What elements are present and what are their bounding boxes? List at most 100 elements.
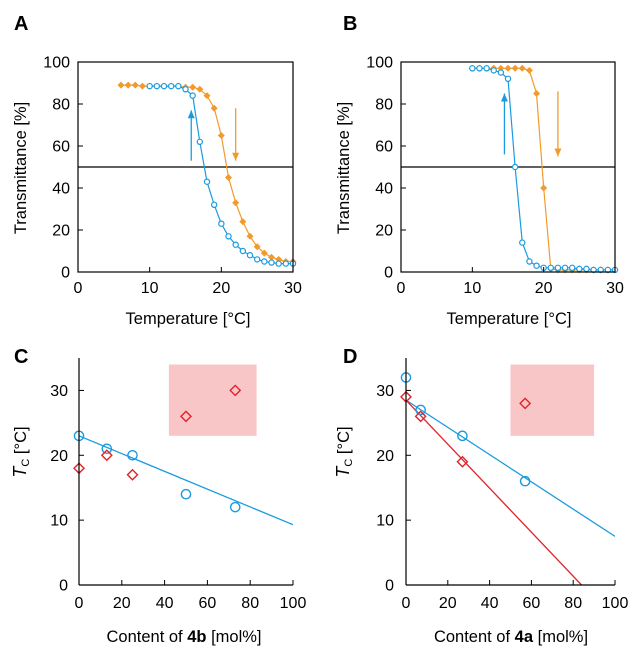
x-tick-label: 30 [284, 280, 302, 297]
data-point-orange [525, 66, 533, 74]
data-point-orange [224, 173, 233, 182]
data-point-blue [569, 264, 576, 271]
data-point-blue [476, 65, 483, 72]
data-point-blue [275, 260, 282, 267]
series-line-orange [472, 67, 615, 271]
x-tick-label: 20 [535, 280, 553, 297]
data-point-red [126, 468, 139, 481]
plot-frame [400, 61, 616, 273]
data-point-blue [253, 256, 261, 263]
x-tick-label: 20 [439, 595, 457, 612]
x-tick-label: 0 [402, 595, 411, 612]
x-tick-label: 0 [75, 595, 84, 612]
y-axis-label-subscript: C [20, 459, 32, 467]
data-point-orange [504, 64, 512, 72]
arrow-head-up [500, 93, 508, 102]
x-axis-label: Temperature [°C] [447, 310, 572, 328]
y-tick-label: 60 [52, 139, 70, 156]
data-point-blue [218, 220, 225, 227]
y-axis-label: Transmittance [%] [12, 102, 30, 234]
data-point-blue [210, 201, 218, 208]
data-point-blue [167, 82, 175, 90]
data-point-blue [225, 233, 232, 240]
data-point-red [180, 410, 192, 423]
x-tick-label: 40 [156, 595, 174, 612]
y-axis-label-unit: [°C] [335, 426, 353, 458]
data-point-blue [182, 86, 189, 93]
x-tick-label: 30 [606, 280, 624, 297]
data-point-orange [124, 81, 132, 89]
panel-b: B 0 10 20 30 0 20 40 60 80 100 Temperature [°C] Tran… [335, 13, 624, 328]
y-tick-label: 10 [376, 513, 394, 530]
data-point-blue [483, 65, 490, 72]
arrow-head-up [187, 110, 195, 119]
data-point-orange [217, 131, 225, 140]
data-point-blue [504, 75, 512, 83]
y-tick-label: 20 [52, 223, 70, 240]
data-point-blue [175, 82, 182, 90]
y-tick-label: 20 [375, 223, 393, 240]
y-tick-label: 10 [50, 513, 68, 530]
y-tick-label: 0 [61, 265, 70, 282]
data-point-orange [210, 104, 218, 112]
x-axis-label-part: Content of [434, 628, 515, 646]
plot-frame [77, 61, 294, 273]
data-point-blue [554, 264, 562, 271]
x-axis-label: Temperature [°C] [126, 310, 251, 328]
series-line-orange [121, 84, 293, 263]
data-point-blue [146, 82, 153, 90]
data-point-orange [232, 199, 240, 207]
panel-d: D 0 20 40 60 80 100 0 10 20 30 Content of 4a [mol%]… [333, 346, 628, 646]
data-point-orange [253, 243, 261, 251]
data-point-blue [180, 488, 192, 500]
x-tick-label: 10 [141, 280, 159, 297]
y-tick-label: 100 [43, 55, 70, 72]
data-point-blue [203, 178, 211, 185]
y-axis-label-symbol: T [333, 465, 353, 478]
data-point-red [519, 397, 532, 410]
fit-line-blue [406, 399, 615, 537]
x-tick-label: 100 [280, 595, 307, 612]
x-tick-label: 20 [212, 280, 230, 297]
data-point-blue [282, 260, 290, 267]
y-axis-label: Transmittance [%] [335, 102, 353, 234]
x-tick-label: 0 [397, 280, 406, 297]
y-tick-label: 0 [385, 578, 394, 595]
data-point-orange [239, 218, 247, 226]
data-point-orange [138, 82, 147, 90]
panel-label: A [14, 13, 28, 35]
shaded-region [168, 364, 257, 436]
x-tick-label: 10 [463, 280, 481, 297]
series-line-blue [472, 67, 615, 271]
data-point-orange [533, 89, 541, 98]
data-point-red [414, 410, 427, 423]
data-point-blue [533, 262, 540, 269]
data-point-orange [267, 253, 276, 261]
panel-c: C 0 20 40 60 80 100 0 10 20 30 Content of 4b [mol%]… [10, 346, 306, 646]
x-tick-label: 60 [523, 595, 541, 612]
data-point-orange [117, 81, 125, 89]
data-point-blue [189, 92, 196, 99]
y-tick-label: 20 [50, 448, 68, 465]
x-axis-label: Content of 4a [mol%] [434, 628, 588, 646]
y-tick-label: 80 [52, 97, 70, 114]
y-tick-label: 80 [375, 97, 393, 114]
panel-label: D [343, 346, 357, 368]
x-axis-label-part: 4a [515, 628, 534, 646]
series-line-blue [149, 85, 293, 265]
data-point-blue [511, 163, 519, 171]
x-axis-label-part: [mol%] [206, 628, 261, 646]
fit-line-blue [79, 435, 293, 526]
data-point-blue [519, 475, 531, 487]
data-point-blue [101, 443, 113, 455]
y-axis-label-symbol: T [10, 465, 30, 478]
data-point-red [229, 384, 242, 397]
x-axis-label-part: 4b [187, 628, 206, 646]
data-point-orange [189, 83, 197, 91]
data-point-blue [497, 69, 505, 76]
data-point-orange [131, 81, 139, 89]
data-point-blue [583, 265, 590, 273]
data-point-blue [526, 258, 533, 265]
data-point-blue [196, 138, 204, 145]
